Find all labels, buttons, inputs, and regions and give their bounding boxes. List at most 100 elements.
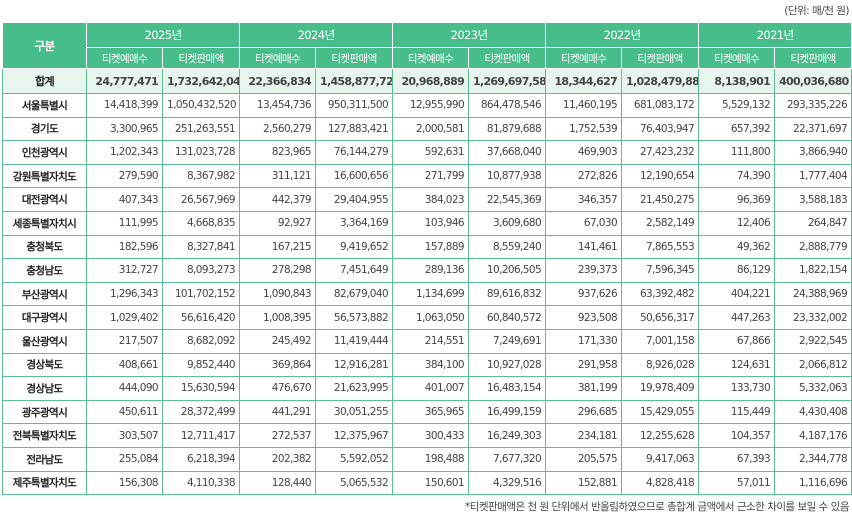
row-name: 충청남도 [2,258,87,283]
table-cell: 381,199 [545,376,623,401]
table-cell: 3,588,183 [774,187,852,212]
table-cell: 311,121 [239,163,317,189]
table-cell: 12,406 [698,210,776,236]
row-name: 대전광역시 [2,187,87,212]
header-ticket-count: 티켓예매수 [86,47,163,69]
table-cell: 312,727 [86,258,163,283]
table-cell: 300,433 [392,423,470,448]
table-cell: 291,958 [545,352,623,378]
table-cell: 4,110,338 [161,470,241,496]
table-cell: 407,343 [86,187,163,212]
table-cell: 101,702,152 [161,281,241,307]
row-name: 제주특별자치도 [2,470,87,496]
table-row: 전라남도 255,084 6,218,394 202,382 5,592,052 198,… [2,446,852,472]
table-cell: 10,206,505 [468,258,547,283]
row-name: 울산광역시 [2,328,87,354]
table-cell: 404,221 [698,281,776,307]
unit-note: (단위: 매/천 원) [784,5,849,17]
table-cell: 234,181 [545,423,623,448]
table-row: 경상북도 408,661 9,852,440 369,864 12,916,281 384… [2,352,852,378]
total-cell: 8,138,901 [698,68,776,94]
total-cell: 18,344,627 [545,68,623,94]
header-category: 구분 [2,22,87,69]
table-cell: 279,590 [86,163,163,189]
table-cell: 5,332,063 [774,376,852,401]
table-row: 부산광역시 1,296,343 101,702,152 1,090,843 82,679… [2,281,852,307]
table-cell: 103,946 [392,210,470,236]
table-cell: 10,927,028 [468,352,547,378]
table-cell: 469,903 [545,140,623,165]
table-cell: 16,600,656 [315,163,394,189]
table-cell: 49,362 [698,234,776,260]
table-cell: 441,291 [239,399,317,425]
table-cell: 5,592,052 [315,446,394,472]
table-cell: 3,866,940 [774,140,852,165]
table-cell: 124,631 [698,352,776,378]
table-cell: 7,001,158 [621,328,700,354]
table-cell: 30,051,255 [315,399,394,425]
footnote: *티켓판매액은 천 원 단위에서 반올림하였으므로 총합계 금액에서 근소한 차… [464,501,850,513]
table-cell: 131,023,728 [161,140,241,165]
row-name: 대구광역시 [2,305,87,330]
table-cell: 9,852,440 [161,352,241,378]
table-cell: 11,460,195 [545,93,623,118]
total-cell: 24,777,471 [86,68,163,94]
table-cell: 21,450,275 [621,187,700,212]
table-cell: 8,682,092 [161,328,241,354]
table-cell: 2,000,581 [392,116,470,142]
table-cell: 2,922,545 [774,328,852,354]
table-cell: 447,263 [698,305,776,330]
table-cell: 864,478,546 [468,93,547,118]
ticket-sales-table: 구분 2025년 2024년 2023년 2022년 2021년 티켓예매수 티켓판매액 티… [2,22,852,496]
table-cell: 450,611 [86,399,163,425]
total-cell: 22,366,834 [239,68,317,94]
table-cell: 74,390 [698,163,776,189]
header-year: 2023년 [392,22,547,48]
table-cell: 444,090 [86,376,163,401]
table-cell: 86,129 [698,258,776,283]
table-row: 대구광역시 1,029,402 56,616,420 1,008,395 56,573,… [2,305,852,330]
table-cell: 67,866 [698,328,776,354]
table-row: 충청북도 182,596 8,327,841 167,215 9,419,652 157,… [2,234,852,260]
table-cell: 26,567,969 [161,187,241,212]
table-cell: 8,926,028 [621,352,700,378]
row-name: 경상남도 [2,376,87,401]
table-cell: 251,263,551 [161,116,241,142]
table-cell: 369,864 [239,352,317,378]
row-name: 전북특별자치도 [2,423,87,448]
header-ticket-count: 티켓예매수 [239,47,317,69]
row-name: 광주광역시 [2,399,87,425]
table-cell: 11,419,444 [315,328,394,354]
table-row: 서울특별시 14,418,399 1,050,432,520 13,454,736 95… [2,93,852,118]
total-row: 합계 24,777,471 1,732,642,046 22,366,834 1,45… [2,68,852,94]
table-cell: 6,218,394 [161,446,241,472]
total-cell: 1,028,479,885 [621,68,700,94]
table-cell: 289,136 [392,258,470,283]
table-cell: 476,670 [239,376,317,401]
table-cell: 271,799 [392,163,470,189]
total-cell: 1,732,642,046 [161,68,241,94]
table-cell: 7,677,320 [468,446,547,472]
table-cell: 823,965 [239,140,317,165]
table-cell: 150,601 [392,470,470,496]
table-cell: 12,255,628 [621,423,700,448]
table-cell: 67,393 [698,446,776,472]
table-cell: 1,777,404 [774,163,852,189]
table-cell: 104,357 [698,423,776,448]
header-year: 2022년 [545,22,700,48]
table-cell: 205,575 [545,446,623,472]
table-row: 세종특별자치시 111,995 4,668,835 92,927 3,364,169 10… [2,210,852,236]
table-cell: 14,418,399 [86,93,163,118]
table-cell: 12,190,654 [621,163,700,189]
header-ticket-sales: 티켓판매액 [621,47,700,69]
table-cell: 293,335,226 [774,93,852,118]
table-cell: 12,916,281 [315,352,394,378]
table-cell: 3,364,169 [315,210,394,236]
header-year: 2021년 [698,22,852,48]
row-name: 세종특별자치시 [2,210,87,236]
table-cell: 4,430,408 [774,399,852,425]
table-cell: 63,392,482 [621,281,700,307]
table-cell: 22,545,369 [468,187,547,212]
table-cell: 1,822,154 [774,258,852,283]
table-cell: 202,382 [239,446,317,472]
